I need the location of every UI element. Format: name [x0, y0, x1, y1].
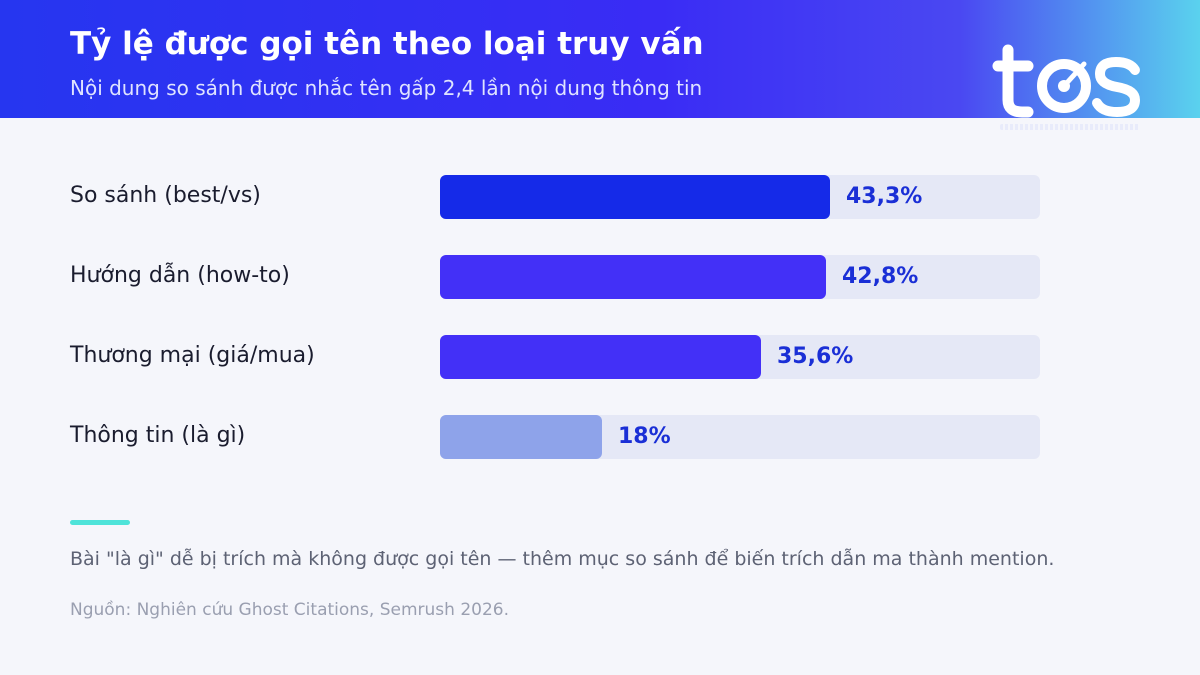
- chart-title: Tỷ lệ được gọi tên theo loại truy vấn: [70, 26, 704, 62]
- category-label: So sánh (best/vs): [70, 183, 261, 208]
- bar-row: Hướng dẫn (how-to) 42,8%: [0, 255, 1200, 299]
- bar: [440, 415, 602, 459]
- footnote: Bài "là gì" dễ bị trích mà không được gọ…: [70, 548, 1055, 570]
- category-label: Hướng dẫn (how-to): [70, 263, 290, 288]
- tos-logo: [992, 44, 1141, 118]
- value-label: 42,8%: [842, 264, 919, 289]
- bar: [440, 255, 826, 299]
- bar: [440, 335, 761, 379]
- value-label: 35,6%: [777, 344, 854, 369]
- accent-divider: [70, 520, 130, 525]
- header-banner: Tỷ lệ được gọi tên theo loại truy vấn Nộ…: [0, 0, 1200, 118]
- value-label: 18%: [618, 424, 671, 449]
- bar-row: Thương mại (giá/mua) 35,6%: [0, 335, 1200, 379]
- value-label: 43,3%: [846, 184, 923, 209]
- bar: [440, 175, 830, 219]
- category-label: Thương mại (giá/mua): [70, 343, 315, 368]
- bar-row: So sánh (best/vs) 43,3%: [0, 175, 1200, 219]
- chart-subtitle: Nội dung so sánh được nhắc tên gấp 2,4 l…: [70, 76, 703, 100]
- source-note: Nguồn: Nghiên cứu Ghost Citations, Semru…: [70, 600, 509, 620]
- category-label: Thông tin (là gì): [70, 423, 246, 448]
- bar-row: Thông tin (là gì) 18%: [0, 415, 1200, 459]
- logo-tagline: [1000, 124, 1140, 130]
